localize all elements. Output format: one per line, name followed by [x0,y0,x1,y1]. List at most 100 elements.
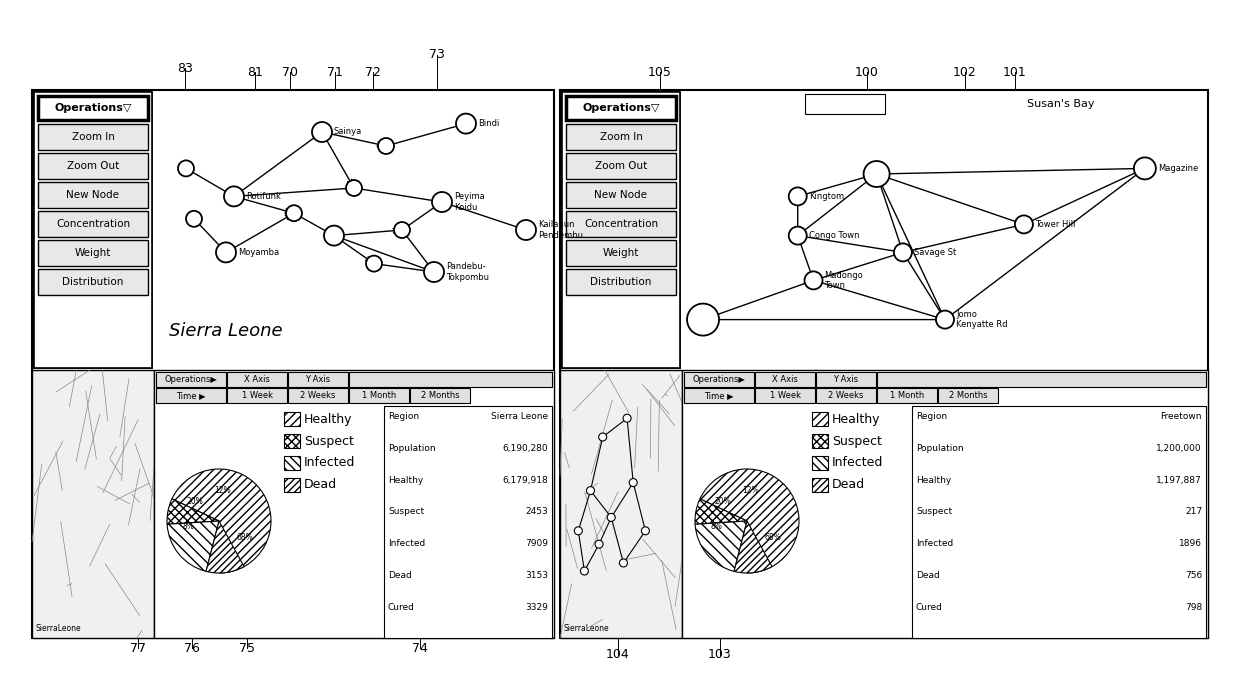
Text: Freetown: Freetown [816,98,873,111]
Text: Rotifunk: Rotifunk [246,192,281,201]
Text: 3329: 3329 [525,603,548,612]
Text: Cured: Cured [388,603,415,612]
Text: Distribution: Distribution [62,277,124,287]
Circle shape [587,487,594,494]
Text: Time ▶: Time ▶ [704,391,734,400]
Circle shape [1014,216,1033,233]
Wedge shape [167,521,219,572]
Circle shape [608,513,615,521]
Bar [565,96,676,120]
Bar [755,372,815,387]
Text: 1,197,887: 1,197,887 [1156,475,1202,485]
Text: Time ▶: Time ▶ [176,391,206,400]
Text: Zoom Out: Zoom Out [67,161,119,171]
Bar [812,456,828,470]
Text: Zoom In: Zoom In [72,132,114,142]
Text: Madongo
Town: Madongo Town [825,271,863,290]
Circle shape [366,256,382,272]
Bar [682,90,1208,370]
Bar [288,388,348,403]
Text: SierraLeone: SierraLeone [35,624,81,633]
Text: Tower Hill: Tower Hill [1035,220,1075,229]
Text: Population: Population [388,444,435,453]
Text: 81: 81 [247,66,263,79]
Text: 12%: 12% [743,485,759,494]
Bar [156,372,226,387]
Text: Healthy: Healthy [916,475,951,485]
Text: 3153: 3153 [525,571,548,580]
Text: Dead: Dead [832,479,866,492]
Circle shape [624,414,631,422]
Text: Dead: Dead [304,479,337,492]
Bar [816,388,875,403]
Wedge shape [167,499,219,524]
Bar [38,153,148,179]
Circle shape [599,433,606,441]
Text: Bindi: Bindi [477,119,500,128]
Bar [284,456,300,470]
Text: Healthy: Healthy [832,412,880,426]
Text: Infected: Infected [832,456,883,469]
Text: 20%: 20% [186,496,203,506]
Bar [877,372,1207,387]
Circle shape [224,186,244,206]
Circle shape [936,311,954,329]
Circle shape [312,122,332,142]
Circle shape [394,222,410,238]
Wedge shape [699,469,799,573]
Circle shape [378,138,394,154]
Bar [227,372,286,387]
Text: Zoom Out: Zoom Out [595,161,647,171]
Circle shape [687,304,719,336]
Text: Kailahun
Pendembu: Kailahun Pendembu [538,220,583,240]
Text: 71: 71 [327,66,343,79]
Text: Y Axis: Y Axis [305,375,331,384]
Text: 83: 83 [177,62,193,75]
Text: Weight: Weight [603,248,639,258]
Bar [410,388,470,403]
Circle shape [179,161,193,176]
Bar [565,211,676,237]
Bar [562,92,680,368]
Circle shape [580,567,589,575]
Bar [288,372,348,387]
Bar [684,372,754,387]
Text: Savage St: Savage St [914,248,956,257]
Text: Concentration: Concentration [56,219,130,229]
Text: Dead: Dead [388,571,412,580]
Bar [565,153,676,179]
Circle shape [789,187,807,205]
Circle shape [863,161,889,187]
Bar [812,478,828,492]
Bar [562,92,680,368]
Text: 102: 102 [954,66,977,79]
Bar [812,434,828,448]
Circle shape [805,271,822,290]
Circle shape [432,192,453,212]
Text: 68%: 68% [237,533,254,542]
Text: Suspect: Suspect [916,507,952,517]
Bar [38,269,148,295]
Text: 70: 70 [281,66,298,79]
Bar [284,412,300,426]
Bar [684,388,754,403]
Bar [38,182,148,208]
Text: New Node: New Node [67,190,119,200]
Text: Susan's Bay: Susan's Bay [1027,99,1095,109]
Text: Operations▶: Operations▶ [693,375,745,384]
Text: 756: 756 [1184,571,1202,580]
Text: Congo Town: Congo Town [808,231,859,240]
Circle shape [620,559,627,567]
Text: 1 Month: 1 Month [890,391,924,400]
Circle shape [516,220,536,240]
Bar [565,240,676,266]
Text: Sierra Leone: Sierra Leone [491,412,548,421]
Text: 72: 72 [365,66,381,79]
Text: SierraLeone: SierraLeone [563,624,609,633]
Text: Healthy: Healthy [388,475,423,485]
Text: 104: 104 [606,648,630,662]
Text: 6,190,280: 6,190,280 [502,444,548,453]
Circle shape [574,527,583,535]
Text: Concentration: Concentration [584,219,658,229]
Text: Operations▽: Operations▽ [55,103,131,113]
